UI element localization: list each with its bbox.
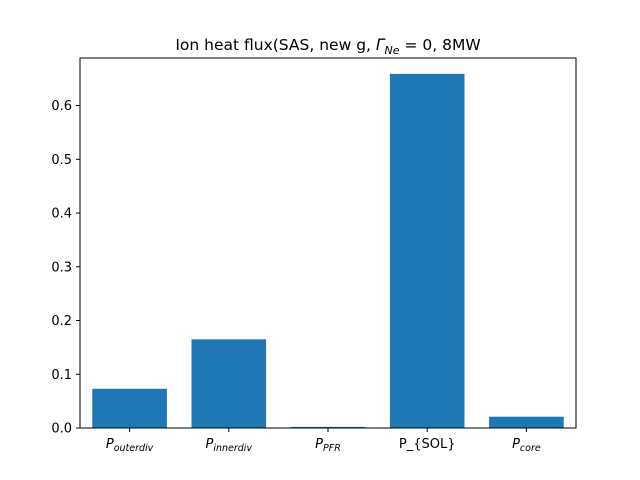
bar-0 [92,388,167,428]
bar-1 [191,339,267,428]
y-tick-label-1: 0.1 [51,368,72,383]
bars-group [92,73,564,428]
y-tick-label-2: 0.2 [51,314,72,329]
x-tick-label-4: Pcore [512,437,541,454]
chart-title: Ion heat flux(SAS, new g, ΓNe = 0, 8MW [175,36,480,57]
bar-3 [389,73,465,428]
x-axis: Pouterdiv Pinnerdiv PPFR P_{SOL} Pcore [106,428,541,454]
y-tick-label-4: 0.4 [51,207,72,222]
y-tick-label-3: 0.3 [51,260,72,275]
bar-4 [489,416,564,428]
x-tick-label-1: Pinnerdiv [206,437,253,454]
bar-2 [290,426,366,428]
y-tick-label-5: 0.5 [51,153,72,168]
x-tick-label-2: PPFR [315,437,341,454]
y-tick-label-0: 0.0 [51,422,72,437]
x-tick-label-0: Pouterdiv [106,437,154,454]
x-tick-label-3: P_{SOL} [399,437,456,452]
y-tick-label-6: 0.6 [51,99,72,114]
plot-frame [79,57,577,429]
y-axis: 0.0 0.1 0.2 0.3 0.4 0.5 0.6 [51,99,80,437]
